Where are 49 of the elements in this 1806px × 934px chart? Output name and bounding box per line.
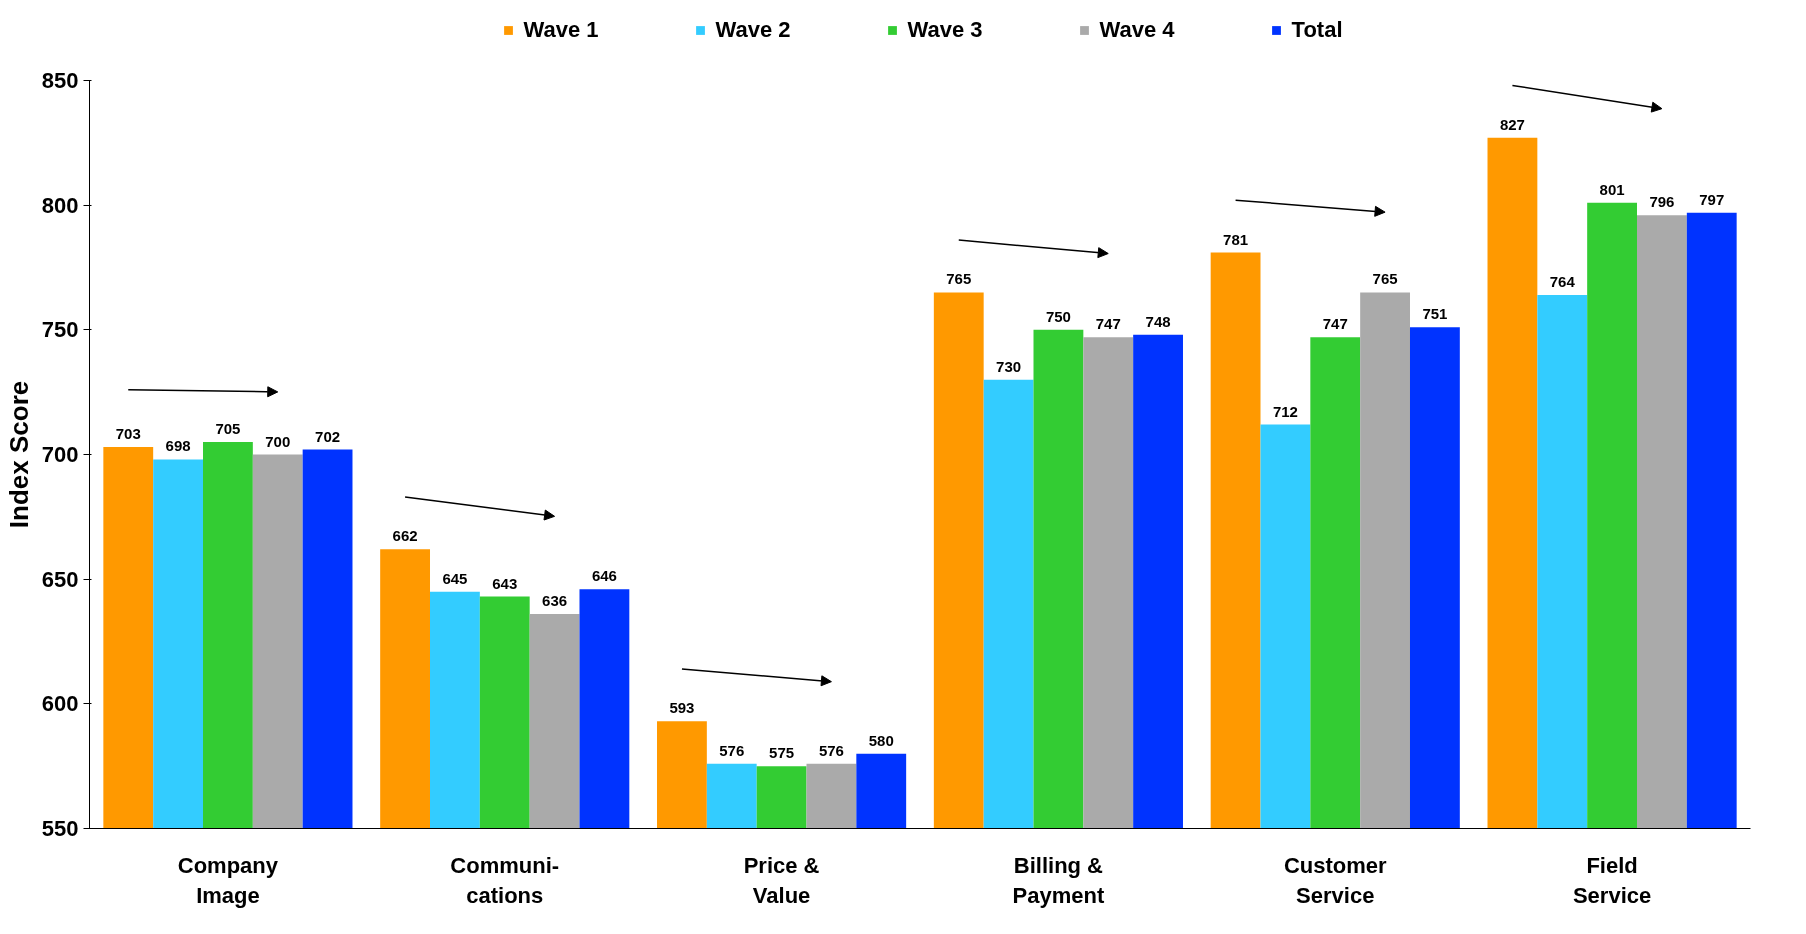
data-label: 576 [719,741,745,759]
legend-label: Wave 2 [715,17,791,43]
data-label: 575 [769,744,795,762]
data-label: 576 [818,741,844,759]
data-label: 751 [1422,305,1448,323]
data-label: 702 [315,427,341,445]
data-label: 781 [1223,230,1249,248]
data-label: 636 [542,592,568,610]
data-label: 712 [1272,402,1298,420]
y-axis-title: Index Score [3,380,34,529]
data-label: 765 [946,270,972,288]
data-label: 643 [492,574,518,592]
data-label: 646 [591,567,617,585]
y-tick-label: 850 [41,68,79,93]
data-label: 797 [1699,190,1725,208]
y-tick-label: 650 [41,566,79,592]
data-label: 730 [996,357,1022,375]
data-label: 705 [215,420,241,438]
data-label: 801 [1599,180,1625,198]
x-tick-label: Field Service [1572,852,1652,908]
data-label: 703 [115,425,141,443]
y-tick-label: 800 [41,192,79,218]
legend-label: Wave 1 [523,17,599,43]
legend-label: Wave 3 [907,17,983,43]
data-label: 747 [1322,315,1348,333]
data-label: 750 [1045,307,1071,325]
x-tick-label: Company Image [177,852,279,908]
legend-label: Wave 4 [1099,17,1175,43]
y-tick-label: 600 [41,691,79,717]
data-label: 580 [868,731,894,749]
data-label: 796 [1649,193,1675,211]
data-label: 827 [1499,115,1525,133]
x-tick-label: Billing & Payment [1012,852,1105,908]
data-label: 748 [1145,312,1171,330]
y-tick-label: 550 [41,816,79,841]
data-label: 662 [392,527,418,545]
x-tick-label: Communi- cations [450,852,560,908]
legend-label: Total [1291,17,1343,43]
data-label: 700 [265,432,291,450]
data-label: 764 [1549,272,1576,290]
x-tick-label: Customer Service [1283,852,1388,908]
y-tick-label: 750 [41,317,79,343]
y-tick-label: 700 [41,442,79,467]
x-tick-label: Price & Value [743,852,820,908]
data-label: 593 [669,699,695,717]
data-label: 765 [1372,270,1398,288]
data-label: 747 [1095,315,1121,333]
data-label: 645 [442,569,468,587]
data-label: 698 [165,437,191,455]
